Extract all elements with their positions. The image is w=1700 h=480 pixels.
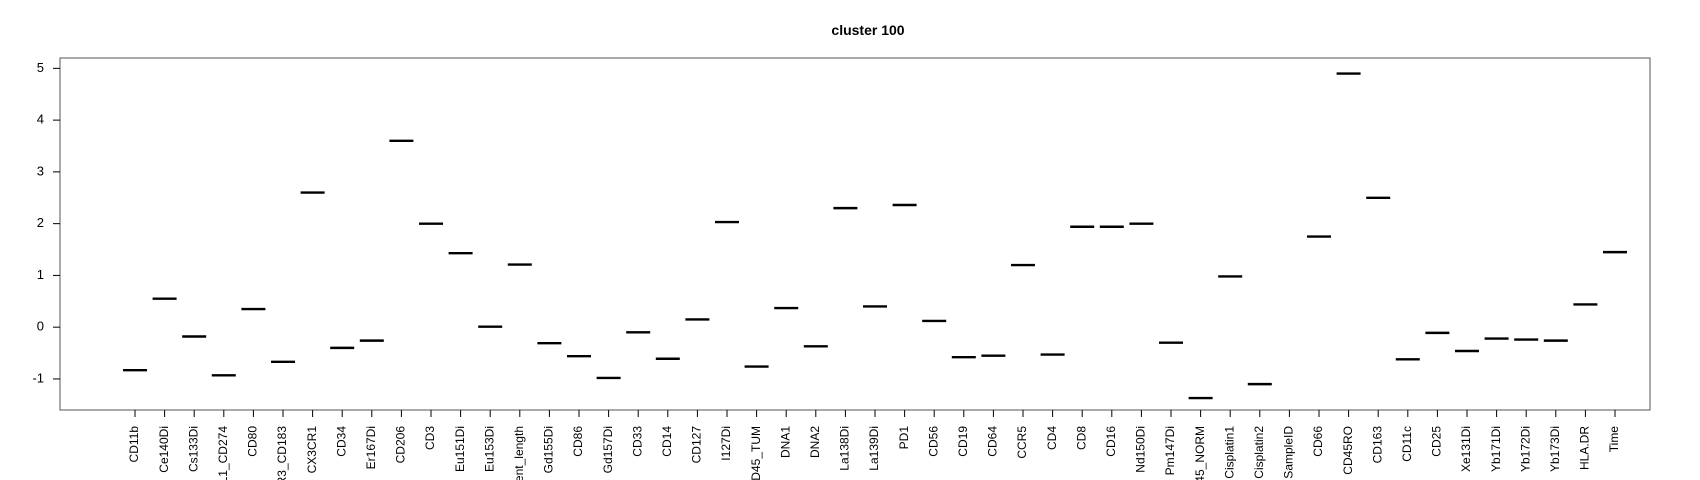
x-tick-label: I127Di — [719, 426, 733, 461]
x-tick-label: Er167Di — [364, 426, 378, 469]
x-tick-label: CD19 — [956, 426, 970, 457]
x-tick-label: CD4 — [1045, 426, 1059, 450]
x-tick-label: vent_length — [512, 426, 526, 480]
x-tick-label: CD86 — [571, 426, 585, 457]
x-tick-label: DNA1 — [778, 426, 792, 458]
x-tick-label: Ce140Di — [157, 426, 171, 473]
x-tick-label: CD34 — [334, 426, 348, 457]
data-marks — [123, 72, 1627, 400]
x-tick-label: Time — [1607, 426, 1621, 453]
y-tick-label: 3 — [37, 163, 44, 178]
x-axis: CD11b Ce140Di Cs133Di L1_CD274 CD80 R3_CD183 C… — [127, 410, 1621, 480]
x-tick-label: CD25 — [1430, 426, 1444, 457]
x-tick-label: CCR5 — [1015, 426, 1029, 459]
x-tick-label: Eu151Di — [453, 426, 467, 472]
x-tick-label: Yb172Di — [1518, 426, 1532, 472]
x-tick-label: Eu153Di — [482, 426, 496, 472]
x-tick-label: CD127 — [690, 426, 704, 464]
y-tick-label: 4 — [37, 112, 44, 127]
chart-title: cluster 100 — [831, 22, 904, 38]
x-tick-label: SampleID — [1282, 426, 1296, 479]
x-tick-label: CD64 — [986, 426, 1000, 457]
x-tick-label: CD45_TUM — [749, 426, 763, 480]
y-tick-label: 2 — [37, 215, 44, 230]
x-tick-label: PD1 — [897, 426, 911, 450]
y-tick-label: 0 — [37, 319, 44, 334]
y-tick-label: 1 — [37, 267, 44, 282]
y-tick-label: -1 — [32, 370, 44, 385]
x-tick-label: CD33 — [630, 426, 644, 457]
x-tick-label: CD56 — [926, 426, 940, 457]
x-tick-label: CD11c — [1400, 426, 1414, 462]
y-axis: -1 0 1 2 3 4 5 — [32, 60, 60, 385]
y-tick-label: 5 — [37, 60, 44, 75]
x-tick-label: Cisplatin1 — [1222, 426, 1236, 479]
x-tick-label: Pm147Di — [1163, 426, 1177, 475]
x-tick-label: La139Di — [867, 426, 881, 471]
x-tick-label: La138Di — [838, 426, 852, 471]
x-tick-label: CD8 — [1074, 426, 1088, 450]
x-tick-label: DNA2 — [808, 426, 822, 458]
x-tick-label: 45_NORM — [1193, 426, 1207, 480]
x-tick-label: Xe131Di — [1459, 426, 1473, 472]
x-tick-label: Cs133Di — [186, 426, 200, 472]
plot-frame — [59, 57, 1651, 411]
x-tick-label: CD163 — [1370, 426, 1384, 464]
x-tick-label: CD206 — [394, 426, 408, 464]
x-tick-label: CD14 — [660, 426, 674, 457]
x-tick-label: Gd157Di — [601, 426, 615, 473]
x-tick-label: CD45RO — [1341, 426, 1355, 475]
x-tick-label: Yb171Di — [1489, 426, 1503, 472]
x-tick-label: Yb173Di — [1548, 426, 1562, 472]
x-tick-label: CD80 — [246, 426, 260, 457]
x-tick-label: L1_CD274 — [216, 426, 230, 480]
x-tick-label: Gd155Di — [542, 426, 556, 473]
x-tick-label: HLA.DR — [1578, 426, 1592, 470]
x-tick-label: Nd150Di — [1134, 426, 1148, 473]
x-tick-label: CX3CR1 — [305, 426, 319, 474]
x-tick-label: CD11b — [127, 426, 141, 463]
x-tick-label: Cisplatin2 — [1252, 426, 1266, 479]
x-tick-label: R3_CD183 — [275, 426, 289, 480]
x-tick-label: CD16 — [1104, 426, 1118, 457]
x-tick-label: CD3 — [423, 426, 437, 450]
x-tick-label: CD66 — [1311, 426, 1325, 457]
